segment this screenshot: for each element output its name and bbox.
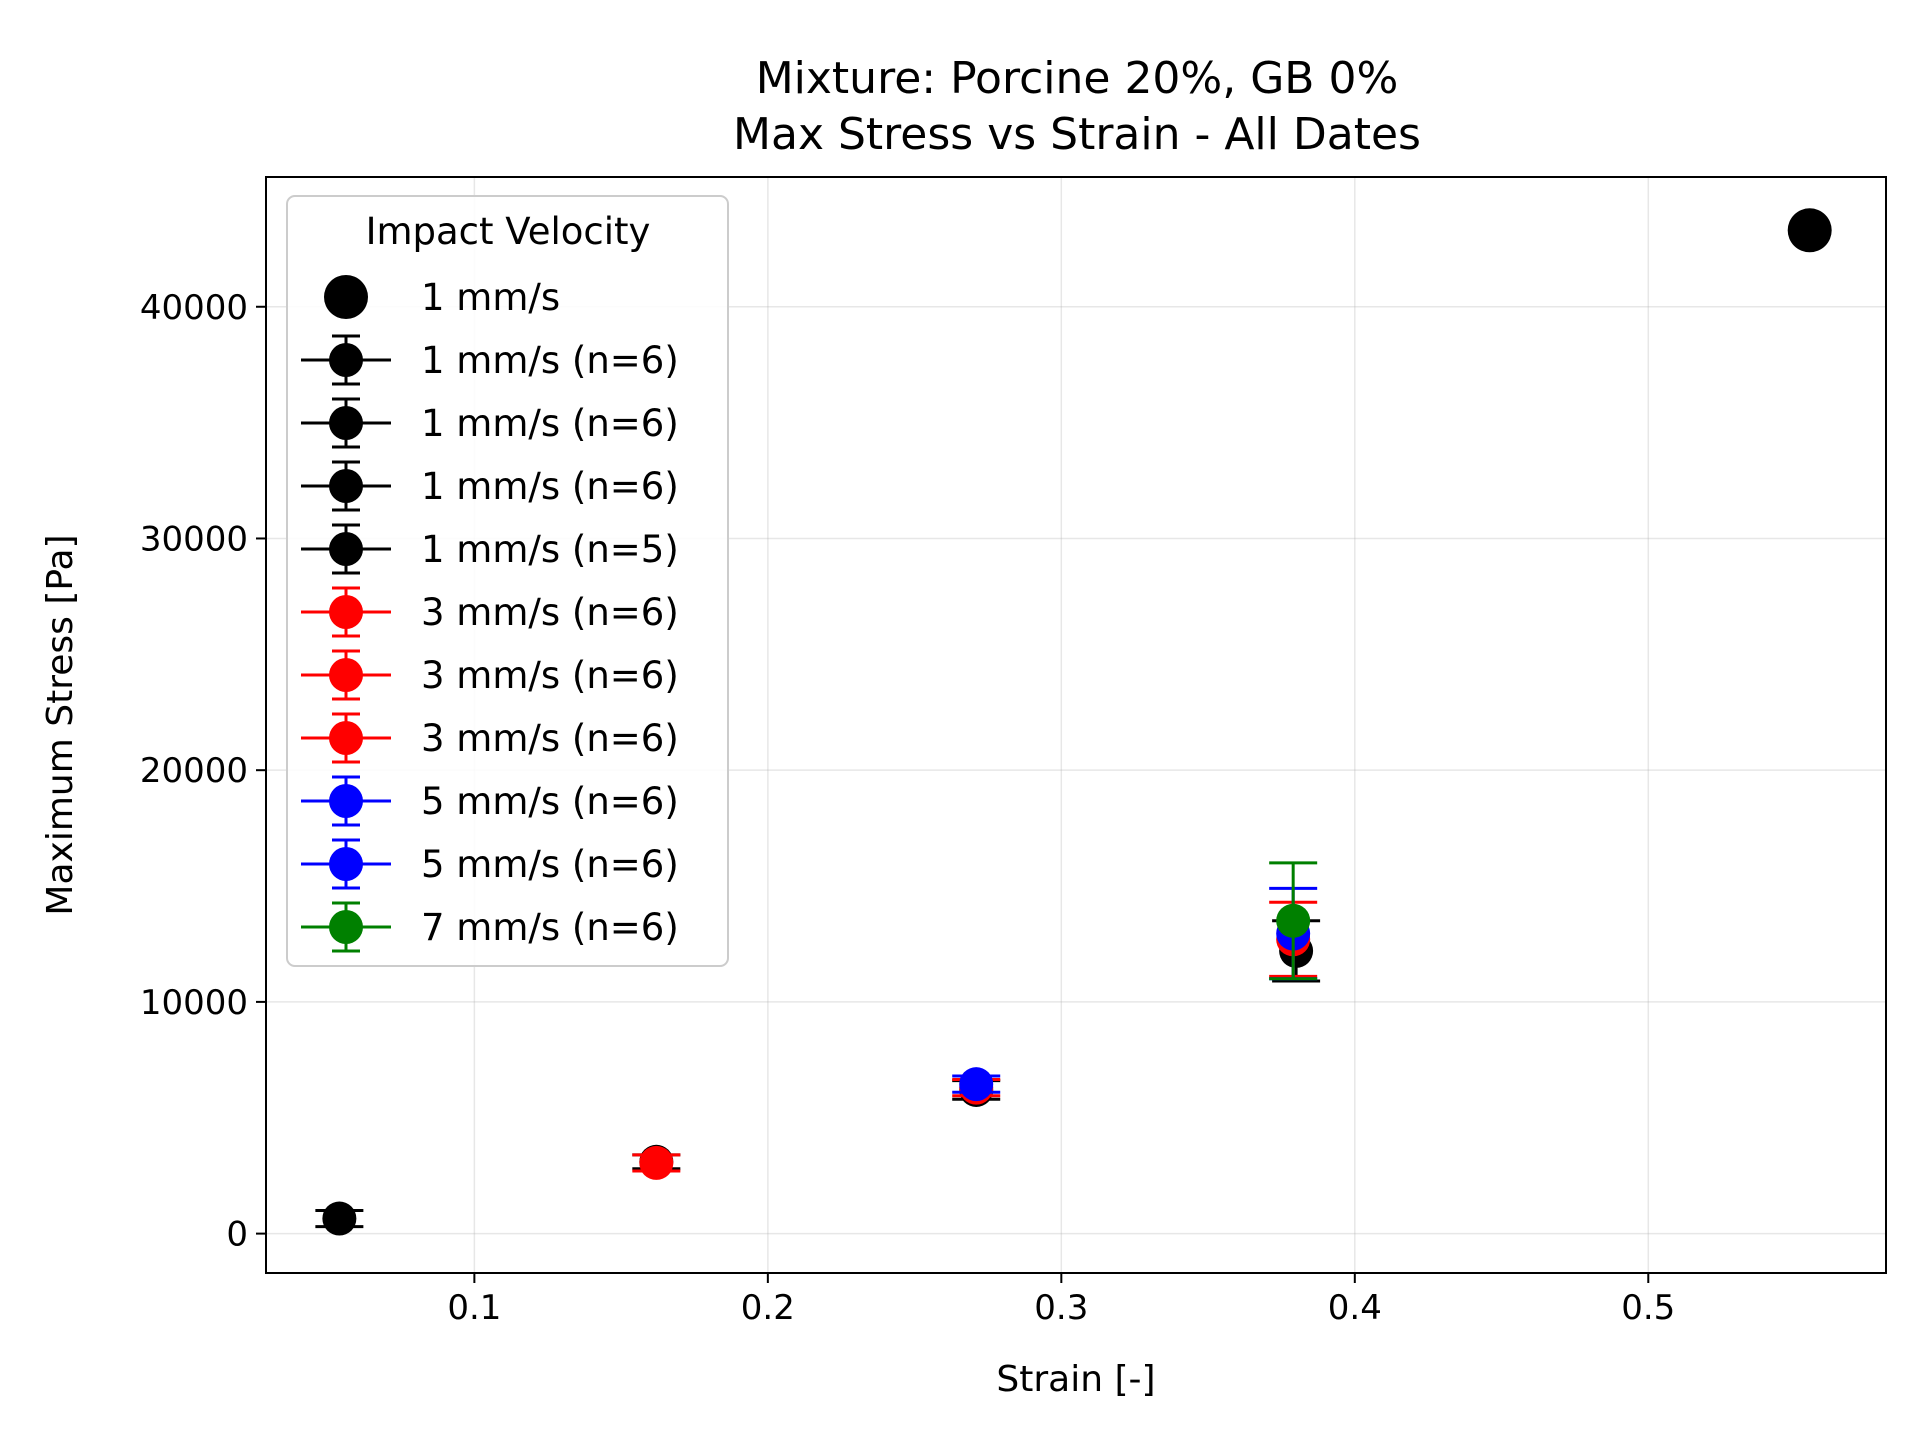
- x-tick-label: 0.5: [1621, 1288, 1675, 1328]
- legend-marker: [329, 910, 363, 944]
- legend-item: 1 mm/s (n=5): [301, 523, 679, 575]
- legend-items: 1 mm/s 1 mm/s (n=6) 1 mm/s (n=6) 1 mm/s (n=…: [301, 275, 679, 953]
- data-point: [1787, 208, 1832, 253]
- data-point: [959, 1067, 994, 1102]
- legend-item: 5 mm/s (n=6): [301, 838, 679, 890]
- y-tick-label: 0: [226, 1215, 248, 1255]
- legend-box: [286, 195, 729, 967]
- x-tick-label: 0.4: [1328, 1288, 1382, 1328]
- legend-item: 7 mm/s (n=6): [301, 901, 679, 953]
- legend-label: 3 mm/s (n=6): [421, 717, 679, 760]
- legend-item: 3 mm/s (n=6): [301, 586, 679, 638]
- y-tick-label: 30000: [140, 519, 248, 559]
- series: [1269, 861, 1318, 981]
- legend: Impact Velocity 1 mm/s1 mm/s (n=6)1 mm/s…: [286, 195, 729, 967]
- legend-marker: [329, 784, 363, 818]
- legend-label: 1 mm/s (n=6): [421, 465, 679, 508]
- legend-marker: [329, 847, 363, 881]
- legend-marker: [329, 343, 363, 377]
- chart-title: Mixture: Porcine 20%, GB 0%: [756, 53, 1399, 104]
- series: [632, 1145, 681, 1180]
- legend-label: 7 mm/s (n=6): [421, 906, 679, 949]
- legend-label: 1 mm/s (n=5): [421, 528, 679, 571]
- legend-item: 3 mm/s (n=6): [301, 649, 679, 701]
- y-axis-label: Maximum Stress [Pa]: [40, 534, 81, 915]
- legend-item: 1 mm/s (n=6): [301, 334, 679, 386]
- legend-label: 5 mm/s (n=6): [421, 843, 679, 886]
- legend-marker: [329, 658, 363, 692]
- data-point: [322, 1201, 357, 1236]
- legend-item: 1 mm/s (n=6): [301, 460, 679, 512]
- x-tick-label: 0.2: [741, 1288, 795, 1328]
- series: [952, 1067, 1001, 1102]
- legend-marker: [329, 406, 363, 440]
- legend-item: 1 mm/s: [324, 275, 560, 319]
- legend-item: 1 mm/s (n=6): [301, 397, 679, 449]
- y-tick-label: 20000: [140, 751, 248, 791]
- y-tick-label: 40000: [140, 288, 248, 328]
- x-tick-label: 0.1: [447, 1288, 501, 1328]
- chart-subtitle: Max Stress vs Strain - All Dates: [733, 109, 1421, 160]
- x-axis: 0.1 0.2 0.3 0.4 0.5: [447, 1273, 1675, 1328]
- legend-label: 1 mm/s (n=6): [421, 402, 679, 445]
- legend-marker: [324, 275, 368, 319]
- legend-item: 3 mm/s (n=6): [301, 712, 679, 764]
- legend-label: 5 mm/s (n=6): [421, 780, 679, 823]
- y-tick-label: 10000: [140, 983, 248, 1023]
- legend-marker: [329, 721, 363, 755]
- x-axis-label: Strain [-]: [996, 1359, 1155, 1400]
- legend-item: 5 mm/s (n=6): [301, 775, 679, 827]
- legend-label: 1 mm/s: [421, 276, 560, 319]
- legend-label: 1 mm/s (n=6): [421, 339, 679, 382]
- series: [1787, 208, 1832, 253]
- legend-marker: [329, 595, 363, 629]
- y-axis: 0 10000 20000 30000 40000: [140, 288, 266, 1255]
- data-point: [1276, 903, 1311, 938]
- legend-label: 3 mm/s (n=6): [421, 654, 679, 697]
- series: [315, 1201, 364, 1236]
- data-marks: [315, 208, 1832, 1236]
- data-point: [639, 1145, 674, 1180]
- legend-title: Impact Velocity: [366, 210, 651, 253]
- plot-frame: [265, 176, 1887, 1274]
- legend-label: 3 mm/s (n=6): [421, 591, 679, 634]
- legend-marker: [329, 469, 363, 503]
- x-tick-label: 0.3: [1034, 1288, 1088, 1328]
- legend-marker: [329, 532, 363, 566]
